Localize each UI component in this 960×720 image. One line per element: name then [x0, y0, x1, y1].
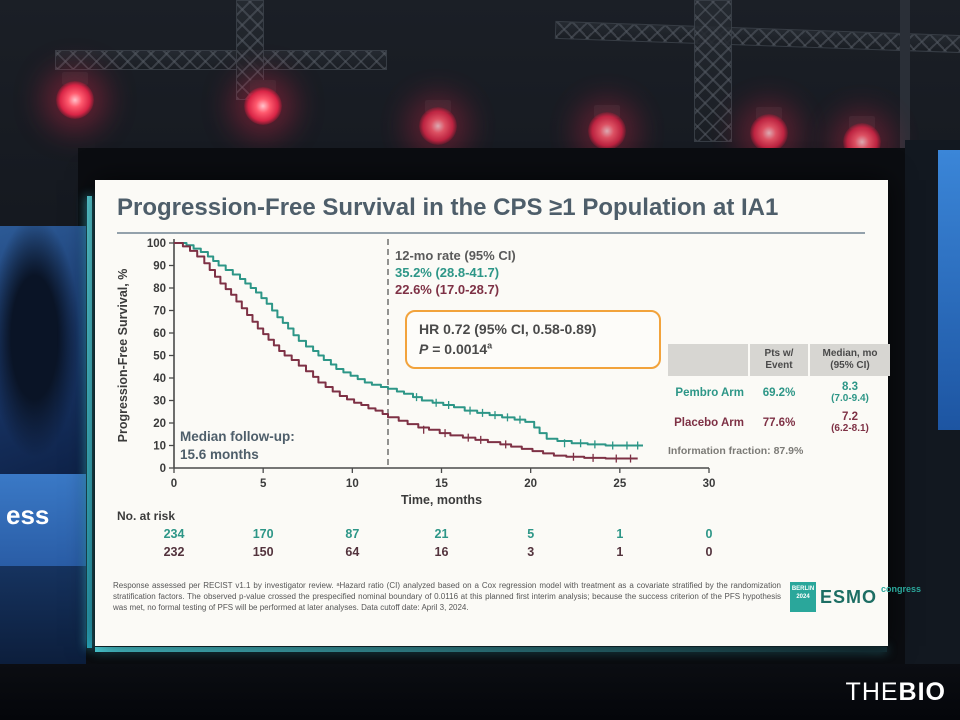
ceiling-truss-column [694, 0, 732, 142]
y-tick-label: 80 [153, 283, 166, 295]
curve-Placebo Arm [174, 242, 638, 460]
table-header-row: Pts w/ Event Median, mo (95% CI) [668, 344, 890, 376]
y-tick-label: 50 [153, 351, 166, 363]
placebo-median: 7.2 (6.2-8.1) [810, 411, 890, 434]
risk-count-Placebo Arm: 232 [164, 545, 185, 559]
x-tick-label: 0 [171, 478, 177, 490]
watermark-bio: BIO [898, 678, 946, 706]
x-tick-label: 10 [346, 478, 359, 490]
median-followup-annotation: Median follow-up: 15.6 months [180, 428, 295, 464]
esmo-wordmark: ESMO [820, 587, 878, 607]
y-tick-label: 20 [153, 418, 166, 430]
twelve-month-rate-annotation: 12-mo rate (95% CI) 35.2% (28.8-41.7) 22… [395, 248, 516, 299]
twelve-month-rate-title: 12-mo rate (95% CI) [395, 248, 516, 263]
stage-floor: THEBIO [0, 664, 960, 720]
stage-light [244, 87, 282, 125]
y-tick-label: 70 [153, 306, 166, 318]
risk-count-Pembro Arm: 0 [706, 527, 713, 541]
x-tick-label: 20 [524, 478, 537, 490]
pembro-median-value: 8.3 [842, 381, 858, 393]
ceiling-truss-beam [55, 50, 387, 70]
side-screen-text-panel: ess [0, 474, 86, 566]
x-tick-label: 15 [435, 478, 448, 490]
table-row: Placebo Arm 77.6% 7.2 (6.2-8.1) [668, 406, 888, 436]
pembro-arm-label: Pembro Arm [675, 386, 744, 399]
pembro-median: 8.3 (7.0-9.4) [810, 381, 890, 404]
risk-count-Placebo Arm: 1 [616, 545, 623, 559]
risk-count-Placebo Arm: 150 [253, 545, 274, 559]
y-tick-label: 10 [153, 441, 166, 453]
side-screen-lower-panel [0, 566, 86, 664]
risk-count-Pembro Arm: 5 [527, 527, 534, 541]
placebo-median-value: 7.2 [842, 411, 858, 423]
stage-light [588, 112, 626, 150]
risk-count-Placebo Arm: 64 [345, 545, 359, 559]
p-footnote-marker: a [487, 340, 493, 351]
pembro-12mo-rate: 35.2% (28.8-41.7) [395, 264, 500, 280]
risk-count-Pembro Arm: 170 [253, 527, 274, 541]
outcome-summary-table: Pts w/ Event Median, mo (95% CI) Pembro … [668, 344, 890, 457]
y-tick-label: 30 [153, 396, 166, 408]
p-value-line: P = 0.0014a [419, 339, 647, 359]
y-tick-label: 40 [153, 373, 166, 385]
x-tick-label: 5 [260, 478, 267, 490]
esmo-badge: BERLIN 2024 [790, 582, 816, 612]
pembro-event-rate: 69.2% [762, 386, 796, 399]
table-row: Pembro Arm 69.2% 8.3 (7.0-9.4) [668, 376, 888, 406]
x-axis-title: Time, months [401, 493, 482, 507]
side-screen-image [0, 226, 86, 474]
information-fraction: Information fraction: 87.9% [668, 445, 804, 457]
esmo-congress-logo: BERLIN 2024 ESMO congress [790, 582, 921, 612]
p-label: P [419, 341, 429, 358]
y-tick-label: 90 [153, 261, 166, 273]
screen-left-glow-edge [87, 196, 92, 648]
x-tick-label: 30 [703, 478, 716, 490]
pembro-median-ci: (7.0-9.4) [831, 393, 869, 404]
photo-watermark: THEBIO [846, 678, 946, 707]
placebo-12mo-rate: 22.6% (17.0-28.7) [395, 281, 500, 297]
title-underline [117, 232, 865, 234]
placebo-median-ci: (6.2-8.1) [831, 423, 869, 434]
p-value: = 0.0014 [428, 341, 488, 358]
risk-count-Placebo Arm: 0 [706, 545, 713, 559]
stage-pole [900, 0, 910, 150]
placebo-arm-label: Placebo Arm [674, 416, 744, 429]
esmo-congress-label: congress [881, 584, 922, 594]
stage-light [419, 107, 457, 145]
slide-title: Progression-Free Survival in the CPS ≥1 … [117, 194, 779, 221]
table-header-median: Median, mo (95% CI) [810, 344, 890, 376]
screen-bottom-glow-edge [95, 647, 887, 652]
y-axis-title: Progression-Free Survival, % [116, 269, 130, 443]
presentation-slide: Progression-Free Survival in the CPS ≥1 … [95, 180, 921, 646]
slide-footnote: Response assessed per RECIST v1.1 by inv… [113, 581, 781, 613]
watermark-the: THE [845, 678, 899, 706]
curve-Pembro Arm [174, 242, 643, 447]
table-header-pts-event: Pts w/ Event [750, 344, 808, 376]
risk-count-Pembro Arm: 21 [435, 527, 449, 541]
y-tick-label: 100 [147, 238, 166, 250]
y-tick-label: 0 [160, 463, 166, 475]
placebo-event-rate: 77.6% [762, 416, 796, 429]
stage-light [750, 114, 788, 152]
risk-count-Pembro Arm: 1 [616, 527, 623, 541]
side-screen-partial-text: ess [6, 500, 50, 530]
risk-count-Pembro Arm: 234 [164, 527, 185, 541]
median-followup-label: Median follow-up: [180, 429, 295, 444]
risk-count-Placebo Arm: 3 [527, 545, 534, 559]
risk-count-Pembro Arm: 87 [345, 527, 359, 541]
no-at-risk-label: No. at risk [117, 509, 175, 523]
hazard-ratio-box: HR 0.72 (95% CI, 0.58-0.89) P = 0.0014a [405, 310, 661, 369]
stage-light [56, 81, 94, 119]
risk-count-Placebo Arm: 16 [435, 545, 449, 559]
y-tick-label: 60 [153, 328, 166, 340]
hazard-ratio-value: HR 0.72 (95% CI, 0.58-0.89) [419, 321, 597, 337]
x-tick-label: 25 [613, 478, 626, 490]
right-side-screen-edge [938, 150, 960, 430]
median-followup-value: 15.6 months [180, 447, 259, 463]
table-header-empty [668, 344, 748, 376]
